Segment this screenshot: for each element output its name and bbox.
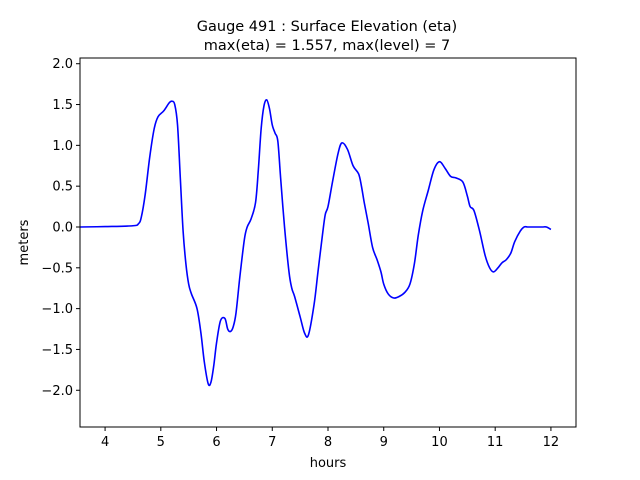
x-tick-label: 7 bbox=[268, 435, 276, 450]
x-tick-label: 11 bbox=[487, 435, 504, 450]
y-tick-label: 1.0 bbox=[52, 139, 73, 154]
axes-frame bbox=[79, 57, 577, 428]
y-tick-label: −0.5 bbox=[41, 261, 73, 276]
x-tick-label: 5 bbox=[157, 435, 165, 450]
y-tick-label: −1.0 bbox=[41, 302, 73, 317]
chart-subtitle: max(eta) = 1.557, max(level) = 7 bbox=[204, 38, 450, 54]
y-tick-label: 1.5 bbox=[52, 98, 73, 113]
chart-title: Gauge 491 : Surface Elevation (eta) bbox=[197, 19, 457, 35]
x-tick-label: 8 bbox=[324, 435, 332, 450]
y-tick-label: 2.0 bbox=[52, 57, 73, 72]
y-tick-label: −1.5 bbox=[41, 343, 73, 358]
y-axis-label: meters bbox=[17, 219, 32, 265]
x-tick-label: 4 bbox=[101, 435, 109, 450]
x-tick-label: 9 bbox=[380, 435, 388, 450]
series-line-eta bbox=[80, 99, 552, 387]
x-axis: 4 5 6 7 8 9 10 11 12 bbox=[101, 427, 559, 450]
x-tick-label: 12 bbox=[543, 435, 560, 450]
y-axis: 2.0 1.5 1.0 0.5 0.0 −0.5 −1.0 −1.5 −2.0 bbox=[41, 57, 80, 399]
y-tick-label: −2.0 bbox=[41, 384, 73, 399]
plot-area bbox=[80, 99, 552, 387]
x-tick-label: 6 bbox=[212, 435, 220, 450]
x-tick-label: 10 bbox=[431, 435, 448, 450]
y-tick-label: 0.5 bbox=[52, 180, 73, 195]
x-axis-label: hours bbox=[310, 456, 347, 471]
y-tick-label: 0.0 bbox=[52, 220, 73, 235]
